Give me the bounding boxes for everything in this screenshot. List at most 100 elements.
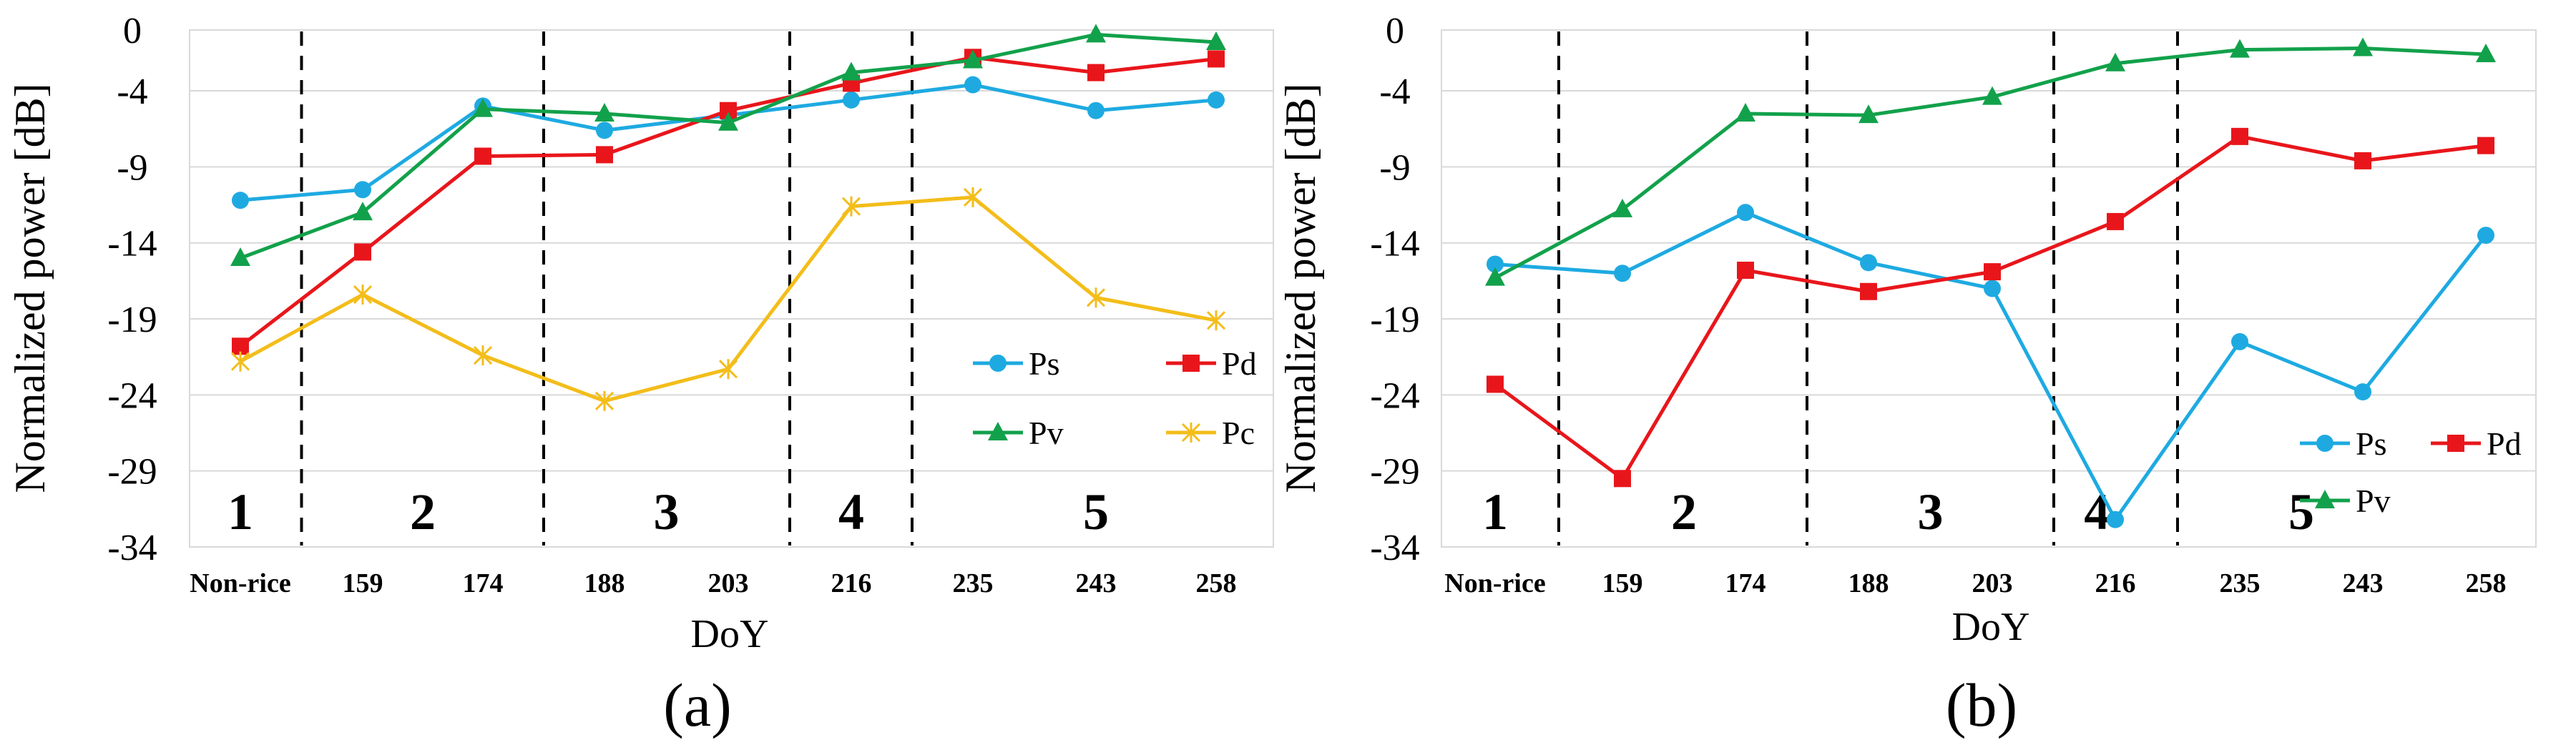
point-pd [1208,50,1225,68]
chart-1: 0 -4 -9 -14 -19 -24 -29 -34 Non-rice 159 174 188 203… [6,11,1274,739]
y-tick-label: -4 [117,71,147,112]
point-pd [2107,212,2124,230]
point-pv [2476,44,2496,63]
panel-label: (b) [1946,671,2017,739]
point-pv [2353,37,2373,56]
series-ps [1487,204,2494,528]
point-ps [1737,204,1754,222]
point-ps [1208,91,1225,109]
line-pd [239,55,1217,348]
point-pv [1086,24,1106,43]
x-tick-label: 159 [1602,568,1643,598]
point-pc [841,196,861,217]
point-pv [1735,102,1755,122]
legend-marker [1181,423,1201,443]
legend-marker [2315,490,2335,508]
point-ps [2107,510,2124,528]
point-pc [230,351,250,372]
point-pc [963,187,983,207]
point-pc [1206,310,1226,331]
legend-item-ps: Ps [973,345,1059,382]
point-pc [718,359,738,380]
point-pv [841,61,861,81]
x-tick-label: Non-rice [1444,568,1545,598]
legend-item-pv: Pv [973,415,1064,451]
x-tick-label: 174 [1725,568,1766,598]
phase-label: 4 [2084,483,2110,541]
point-pc [353,285,373,305]
legend-label: Pv [1029,415,1064,451]
chart-2: 0 -4 -9 -14 -19 -24 -29 -34 Non-rice 159 174 188 203… [1277,11,2537,739]
legend-item-pd: Pd [1166,345,1257,382]
y-tick-label: -29 [107,452,157,493]
point-ps [1984,280,2001,297]
point-pd [1487,375,1504,393]
point-pd [1737,261,1754,279]
x-tick-label: 188 [1848,568,1889,598]
y-tick-label: -34 [1370,528,1419,568]
point-pv [1612,198,1632,217]
phase-label: 3 [1918,483,1944,541]
x-tick-label: 243 [1076,568,1117,598]
legend-label: Pv [2356,483,2391,519]
point-pd [1860,282,1877,300]
point-ps [2477,227,2494,245]
point-ps [1487,255,1504,273]
point-ps [843,91,860,109]
point-pv [1206,31,1226,51]
point-pd [474,147,491,165]
x-tick-label: 159 [343,568,383,598]
legend-label: Ps [2356,425,2386,462]
legend-label: Pc [1222,415,1255,451]
point-pv [1982,86,2002,105]
series-pd [1487,127,2494,488]
y-tick-label: -24 [107,375,157,416]
point-pv [718,112,738,131]
y-tick-label: -34 [107,528,157,568]
x-tick-label: 258 [2466,568,2507,598]
point-ps [354,181,371,199]
y-tick-label: -24 [1370,375,1419,416]
point-ps [2231,332,2248,350]
point-pd [1984,263,2001,281]
phase-label: 1 [227,483,253,541]
y-axis-label: Normalized power [dB] [1277,83,1324,493]
point-ps [596,122,613,139]
x-tick-label: 188 [584,568,625,598]
point-pv [594,102,614,122]
x-tick-label: 216 [2095,568,2136,598]
point-ps [964,76,981,94]
line-pd [1494,134,2487,480]
point-pd [2231,127,2248,145]
point-pv [473,98,493,117]
x-tick-label: 216 [831,568,872,598]
x-axis-label: DoY [1952,605,2030,649]
point-pd [2477,137,2494,154]
phase-label: 1 [1482,483,1508,541]
phase-label: 3 [654,483,680,541]
y-tick-label: 0 [1386,11,1404,51]
point-pd [2354,152,2371,169]
point-pv [963,49,983,69]
y-axis-label: Normalized power [dB] [6,83,54,493]
x-tick-label: 174 [463,568,504,598]
legend-item-pv: Pv [2300,483,2391,519]
x-tick-label: 258 [1196,568,1237,598]
phase-label: 5 [1083,483,1109,541]
point-pd [1087,64,1105,82]
x-tick-label: 203 [708,568,749,598]
x-axis-label: DoY [691,612,769,656]
point-ps [232,192,249,209]
legend-marker [1182,355,1200,372]
y-tick-label: -4 [1379,71,1410,112]
legend-label: Pd [2487,425,2522,462]
point-ps [2354,383,2371,401]
y-tick-label: -9 [1379,147,1410,188]
y-tick-label: -19 [1370,300,1419,340]
y-tick-label: -14 [107,224,157,265]
point-pc [594,390,614,411]
y-tick-label: -29 [1370,452,1419,493]
point-ps [1614,265,1631,282]
line-ps [1494,210,2487,522]
panel-label: (a) [663,671,731,739]
